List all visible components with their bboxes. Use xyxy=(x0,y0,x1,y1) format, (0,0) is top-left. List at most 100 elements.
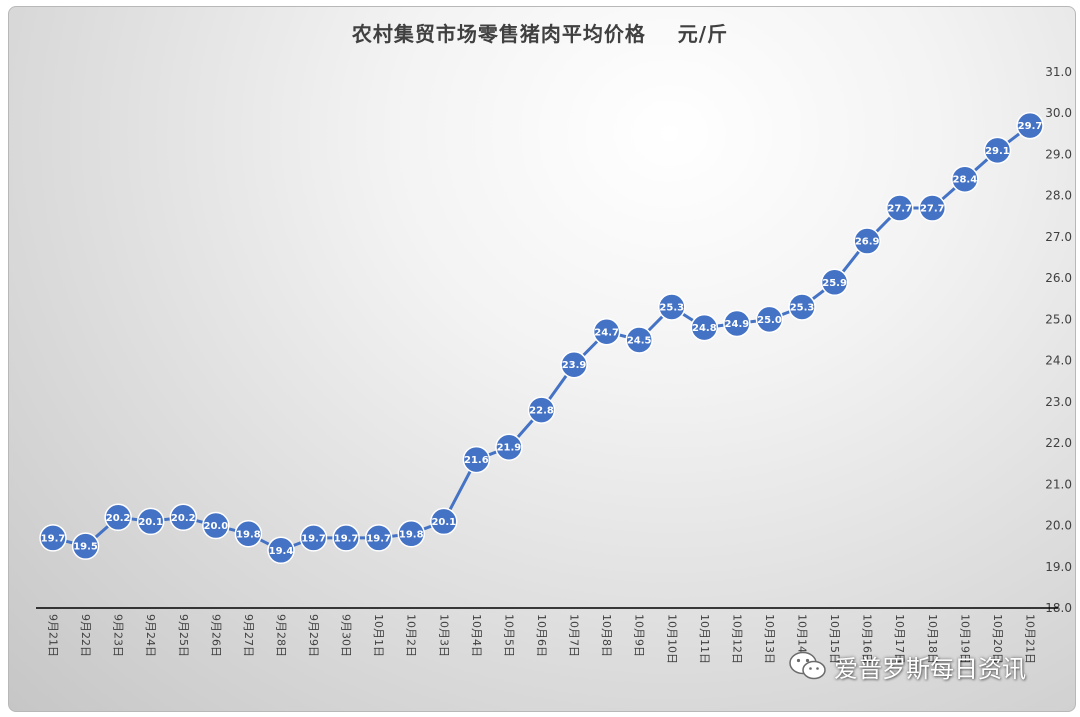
data-point xyxy=(658,293,686,321)
data-label: 27.7 xyxy=(920,204,945,215)
data-point xyxy=(169,503,198,532)
data-point xyxy=(560,350,588,379)
data-point xyxy=(723,309,751,338)
x-tick-label: 9月29日 xyxy=(307,614,320,657)
data-label: 20.2 xyxy=(171,513,196,524)
data-label: 20.0 xyxy=(203,521,228,532)
series-line xyxy=(52,124,1031,552)
data-point xyxy=(788,293,816,321)
data-label: 25.9 xyxy=(822,278,847,289)
data-label: 19.5 xyxy=(73,542,98,553)
x-tick-label: 10月15日 xyxy=(828,614,841,664)
data-label: 20.1 xyxy=(431,517,456,528)
data-label: 25.3 xyxy=(659,303,684,314)
data-label: 19.7 xyxy=(334,533,359,544)
y-axis-ticks: 18.0 19.0 20.0 21.0 22.0 23.0 24.0 25.0 26.0 27.0… xyxy=(1045,65,1072,615)
data-label: 24.8 xyxy=(692,323,717,334)
data-label: 22.8 xyxy=(529,406,554,417)
data-point xyxy=(267,536,295,565)
data-point xyxy=(364,524,393,552)
x-tick-label: 9月22日 xyxy=(79,614,92,657)
data-label: 24.5 xyxy=(627,336,652,347)
y-tick-label: 30.0 xyxy=(1045,106,1072,120)
x-tick-label: 10月13日 xyxy=(763,614,776,664)
data-label: 26.9 xyxy=(855,237,880,248)
watermark-text: 爱普罗斯每日资讯 xyxy=(834,654,1026,683)
chart-title: 农村集贸市场零售猪肉平均价格 元/斤 xyxy=(351,22,729,46)
data-label: 20.2 xyxy=(106,513,131,524)
x-tick-label: 9月28日 xyxy=(274,614,287,657)
x-tick-label: 9月26日 xyxy=(209,614,222,657)
data-point xyxy=(71,532,100,560)
x-tick-label: 10月4日 xyxy=(470,614,483,657)
data-points: 19.7 19.5 20.2 20.1 20.2 20.0 19.8 19.4 19.7 19.7… xyxy=(39,111,1044,565)
y-tick-label: 29.0 xyxy=(1045,147,1072,161)
x-tick-label: 10月6日 xyxy=(535,614,548,657)
x-tick-label: 10月10日 xyxy=(665,614,678,664)
data-point xyxy=(136,507,165,536)
data-point xyxy=(202,511,230,540)
x-axis-ticks: 9月21日 9月22日 9月23日 9月24日 9月25日 9月26日 9月27日 9月28日… xyxy=(47,614,1037,664)
data-label: 27.7 xyxy=(887,204,912,215)
data-point xyxy=(625,326,653,354)
data-label: 19.7 xyxy=(301,533,326,544)
y-tick-label: 26.0 xyxy=(1045,271,1072,285)
x-tick-label: 10月3日 xyxy=(437,614,450,657)
data-point xyxy=(527,396,556,424)
y-tick-label: 31.0 xyxy=(1045,65,1072,79)
data-point xyxy=(495,433,523,461)
data-label: 19.8 xyxy=(399,529,424,540)
x-tick-label: 10月1日 xyxy=(372,614,385,657)
data-point xyxy=(430,507,458,536)
data-point xyxy=(39,524,67,552)
y-tick-label: 18.0 xyxy=(1045,601,1072,615)
data-point xyxy=(885,194,914,222)
x-tick-label: 10月16日 xyxy=(861,614,874,664)
x-tick-label: 10月7日 xyxy=(568,614,581,657)
data-label: 21.9 xyxy=(497,443,522,454)
y-tick-label: 21.0 xyxy=(1045,477,1072,491)
data-point xyxy=(1016,111,1044,140)
x-tick-label: 9月30日 xyxy=(340,614,353,657)
x-tick-label: 10月12日 xyxy=(730,614,743,664)
wechat-icon xyxy=(788,650,828,682)
x-tick-label: 10月8日 xyxy=(600,614,613,657)
x-tick-label: 9月24日 xyxy=(144,614,157,657)
data-point xyxy=(104,503,132,532)
data-point xyxy=(234,520,263,548)
y-tick-label: 22.0 xyxy=(1045,436,1072,450)
x-tick-label: 10月2日 xyxy=(405,614,418,657)
x-tick-label: 10月14日 xyxy=(796,614,809,664)
chart-panel xyxy=(8,6,1076,712)
data-label: 21.6 xyxy=(464,455,489,466)
x-tick-label: 9月25日 xyxy=(177,614,190,657)
x-tick-label: 10月9日 xyxy=(633,614,646,657)
x-tick-label: 10月5日 xyxy=(502,614,515,657)
x-tick-label: 9月23日 xyxy=(112,614,125,657)
data-label: 24.9 xyxy=(725,319,750,330)
data-label: 29.7 xyxy=(1018,121,1043,132)
data-point xyxy=(592,318,621,346)
data-label: 28.4 xyxy=(953,175,978,186)
y-tick-label: 19.0 xyxy=(1045,560,1072,574)
data-point xyxy=(853,227,881,255)
y-tick-label: 20.0 xyxy=(1045,519,1072,533)
x-tick-label: 10月11日 xyxy=(698,614,711,664)
data-label: 23.9 xyxy=(562,360,587,371)
data-label: 25.0 xyxy=(757,315,782,326)
data-point xyxy=(332,524,360,552)
data-label: 20.1 xyxy=(138,517,163,528)
x-tick-label: 10月18日 xyxy=(926,614,939,664)
x-tick-label: 9月21日 xyxy=(47,614,60,657)
data-label: 19.7 xyxy=(366,533,391,544)
x-tick-label: 10月21日 xyxy=(1024,614,1037,664)
x-tick-label: 9月27日 xyxy=(242,614,255,657)
data-point xyxy=(690,313,719,342)
x-tick-label: 10月20日 xyxy=(991,614,1004,664)
y-tick-label: 27.0 xyxy=(1045,230,1072,244)
watermark: 爱普罗斯每日资讯 xyxy=(788,648,1026,684)
data-point xyxy=(951,165,979,193)
data-label: 25.3 xyxy=(790,303,815,314)
x-tick-label: 10月19日 xyxy=(958,614,971,664)
